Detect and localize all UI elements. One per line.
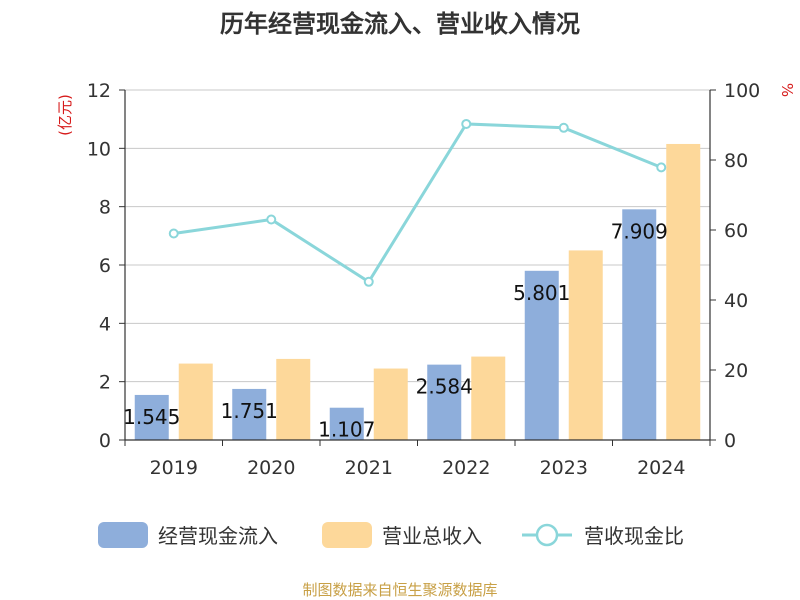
x-tick-label: 2019 [150,457,198,479]
data-label-cash-inflow: 1.545 [123,405,180,429]
bar-cash-inflow [232,388,267,440]
ratio-point [266,214,277,225]
right-tick-label: 60 [724,220,748,242]
right-tick-label: 40 [724,290,748,312]
bar-revenue [276,358,311,440]
bar-revenue [471,356,506,440]
chart-title: 历年经营现金流入、营业收入情况 [220,10,580,38]
legend-marker-ratio [535,523,559,547]
left-tick-label: 4 [99,313,111,335]
legend-swatch-revenue [322,522,372,548]
data-label-cash-inflow: 1.107 [318,418,375,442]
data-label-cash-inflow: 7.909 [611,219,668,243]
ratio-line-path [173,122,662,284]
source-note: 制图数据来自恒生聚源数据库 [302,581,497,599]
legend: 经营现金流入 营业总收入 营收现金比 [98,522,684,548]
right-tick-label: 80 [724,150,748,172]
left-axis-unit: (亿元) [56,94,74,136]
left-tick-label: 8 [99,197,111,219]
bar-cash-inflow [427,364,462,440]
bar-cash-inflow [329,407,364,440]
right-axis-unit: % [778,83,796,97]
bar-cash-inflow [622,209,657,440]
ratio-point [168,228,179,239]
data-labels: 1.545 1.751 1.107 2.584 5.801 7.909 [123,219,668,441]
left-tick-label: 6 [99,255,111,277]
bar-revenue [666,143,701,441]
data-label-cash-inflow: 5.801 [513,281,570,305]
legend-label-cash-inflow: 经营现金流入 [158,524,278,548]
bar-revenue [178,363,213,440]
ratio-point [656,162,667,173]
left-tick-label: 0 [99,430,111,452]
axes: 0 2 4 6 8 10 12 0 20 40 60 80 100 2019 2020 2021 2022 202… [87,80,760,479]
x-tick-label: 2024 [637,457,685,479]
bar-cash-inflow [524,270,559,440]
x-tick-label: 2023 [540,457,588,479]
data-label-cash-inflow: 1.751 [221,399,278,423]
right-tick-label: 100 [724,80,760,102]
x-tick-label: 2020 [247,457,295,479]
bar-revenue [568,250,603,440]
left-tick-label: 12 [87,80,111,102]
grid-lines [125,89,710,383]
right-tick-label: 20 [724,360,748,382]
bar-cash-inflow [134,394,169,440]
ratio-point [363,276,374,287]
x-tick-label: 2021 [345,457,393,479]
bar-revenue [373,368,408,440]
data-label-cash-inflow: 2.584 [416,375,473,399]
left-tick-label: 2 [99,372,111,394]
bars [134,143,701,441]
legend-swatch-cash-inflow [98,522,148,548]
legend-label-ratio: 营收现金比 [584,524,684,548]
legend-label-revenue: 营业总收入 [382,524,482,548]
ratio-point [558,122,569,133]
ratio-point [461,118,472,129]
left-tick-label: 10 [87,138,111,160]
ratio-line [168,118,667,287]
right-tick-label: 0 [724,430,736,452]
x-tick-label: 2022 [442,457,490,479]
